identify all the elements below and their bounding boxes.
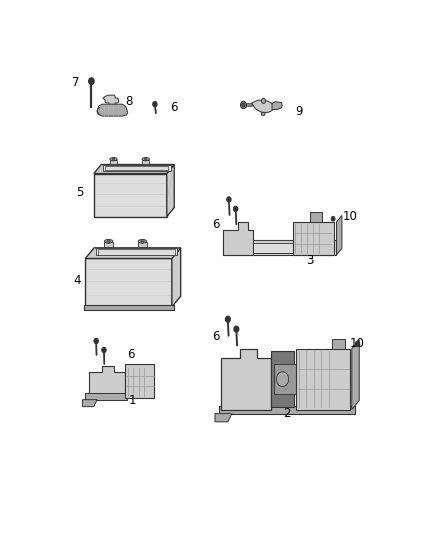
Circle shape (227, 197, 231, 202)
Circle shape (88, 78, 94, 84)
Text: 6: 6 (212, 217, 220, 230)
Polygon shape (167, 165, 174, 216)
Bar (98, 249, 175, 255)
Polygon shape (97, 104, 128, 116)
Ellipse shape (110, 158, 117, 161)
Circle shape (112, 158, 115, 161)
Bar (110, 159, 117, 164)
Bar (142, 159, 149, 164)
Bar (138, 241, 147, 247)
Bar (274, 364, 297, 394)
Bar (332, 338, 345, 349)
Text: 4: 4 (73, 274, 81, 287)
Ellipse shape (104, 239, 113, 243)
Bar (253, 240, 301, 243)
Text: 7: 7 (72, 76, 80, 89)
Bar (311, 212, 322, 222)
Text: 6: 6 (212, 330, 220, 343)
Polygon shape (88, 366, 125, 397)
Text: 6: 6 (127, 348, 135, 361)
Polygon shape (223, 222, 253, 255)
Polygon shape (221, 349, 271, 409)
Polygon shape (352, 340, 359, 409)
Circle shape (242, 103, 245, 107)
Bar (293, 222, 334, 255)
Polygon shape (243, 104, 252, 106)
Polygon shape (94, 165, 174, 174)
Circle shape (233, 206, 238, 211)
Circle shape (240, 101, 247, 109)
Bar (103, 165, 171, 171)
Text: 5: 5 (77, 187, 84, 199)
Polygon shape (261, 112, 265, 115)
Bar (105, 166, 168, 171)
Circle shape (234, 326, 239, 332)
Polygon shape (83, 400, 97, 407)
Bar (104, 241, 113, 247)
Bar (85, 259, 172, 307)
Bar (84, 305, 173, 310)
Bar (223, 240, 336, 255)
Text: 3: 3 (306, 254, 314, 266)
Circle shape (107, 239, 110, 243)
Polygon shape (85, 248, 181, 259)
Text: 8: 8 (125, 95, 132, 108)
Bar (219, 406, 355, 414)
Text: 1: 1 (129, 394, 137, 407)
Bar (96, 248, 177, 255)
Polygon shape (272, 102, 282, 109)
Text: 10: 10 (350, 336, 364, 350)
Circle shape (145, 158, 147, 161)
Polygon shape (251, 100, 274, 112)
Circle shape (102, 348, 106, 352)
Circle shape (141, 239, 144, 243)
Polygon shape (215, 414, 232, 422)
Circle shape (276, 372, 289, 386)
Text: 6: 6 (170, 101, 178, 115)
Circle shape (94, 338, 98, 343)
Polygon shape (85, 393, 127, 400)
Circle shape (153, 102, 157, 107)
Polygon shape (336, 215, 342, 255)
Bar (253, 241, 301, 253)
Text: 2: 2 (283, 407, 291, 420)
Text: 9: 9 (295, 106, 303, 118)
Ellipse shape (142, 158, 149, 161)
Text: 10: 10 (343, 210, 357, 223)
Bar (125, 364, 154, 399)
Circle shape (331, 216, 335, 221)
Bar (296, 349, 350, 409)
Circle shape (261, 99, 265, 103)
Bar (94, 174, 167, 216)
Polygon shape (271, 351, 294, 407)
Polygon shape (172, 248, 181, 307)
Ellipse shape (138, 239, 147, 243)
Polygon shape (103, 95, 119, 106)
Circle shape (356, 342, 360, 346)
Circle shape (226, 317, 230, 322)
